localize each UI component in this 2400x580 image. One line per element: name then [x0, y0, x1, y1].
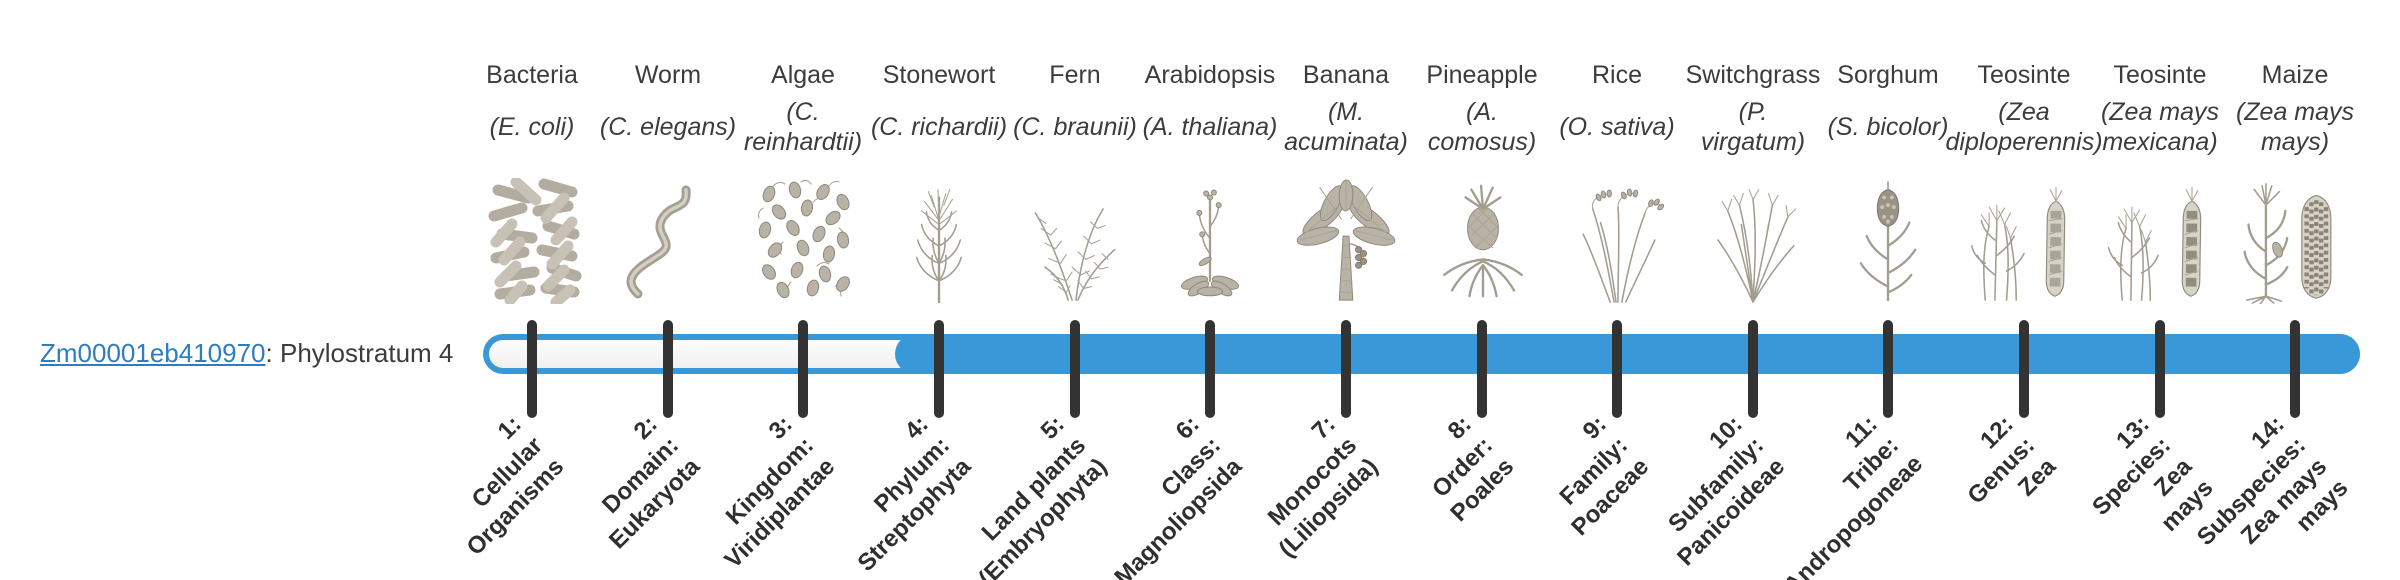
stratum-tick-6	[1205, 320, 1215, 418]
stratum-tick-4	[934, 320, 944, 418]
stratum-tick-1	[527, 320, 537, 418]
organism-illustration	[1964, 177, 2084, 304]
bacteria-icon	[488, 178, 582, 304]
organism-illustration	[1828, 177, 1948, 304]
organism-name: Algae	[771, 61, 835, 89]
organism-name: Fern	[1049, 61, 1101, 89]
organism-illustration	[879, 177, 999, 304]
organism-species: (C. braunii)	[1013, 113, 1137, 141]
organism-name: Sorghum	[1837, 61, 1939, 89]
organism-illustration	[1422, 177, 1542, 304]
organism-column: Switchgrass (P. virgatum)	[1678, 60, 1828, 160]
stratum-tick-10	[1748, 320, 1758, 418]
organism-illustration	[1693, 177, 1813, 304]
algae-icon	[757, 179, 850, 299]
organism-column: Pineapple (A. comosus)	[1407, 60, 1557, 160]
organism-species: (C. elegans)	[599, 113, 737, 141]
organism-column: Worm (C. elegans)	[593, 60, 743, 160]
organism-name: Switchgrass	[1685, 61, 1821, 89]
organism-illustration	[2100, 177, 2220, 304]
stratum-tick-3	[798, 320, 808, 418]
organism-species: (A. thaliana)	[1142, 113, 1278, 141]
organism-species: (E. coli)	[489, 113, 575, 141]
organism-column: Arabidopsis (A. thaliana)	[1135, 60, 1285, 160]
organism-column: Rice (O. sativa)	[1542, 60, 1692, 160]
organism-species: (S. bicolor)	[1827, 113, 1949, 141]
stratum-tick-8	[1477, 320, 1487, 418]
organism-column: Teosinte (Zea mays mexicana)	[2085, 60, 2235, 160]
arabidopsis-icon	[1180, 189, 1240, 297]
organism-illustration	[608, 177, 728, 304]
organism-species: (O. sativa)	[1559, 113, 1675, 141]
organism-species: (P. virgatum)	[1700, 98, 1806, 156]
banana-icon	[1296, 179, 1395, 301]
organism-column: Fern (C. braunii)	[1000, 60, 1150, 160]
organism-column: Teosinte (Zea diploperennis)	[1945, 60, 2103, 160]
organism-species: (M. acuminata)	[1284, 98, 1408, 156]
stratum-tick-12	[2019, 320, 2029, 418]
organism-name: Bacteria	[486, 61, 578, 89]
teosinte-mexicana-icon	[2107, 187, 2202, 301]
organism-illustration	[472, 177, 592, 304]
organism-name: Teosinte	[1977, 61, 2071, 89]
organism-column: Bacteria (E. coli)	[457, 60, 607, 160]
bar-filled-region	[895, 334, 2360, 374]
organism-name: Stonewort	[882, 61, 996, 89]
organism-name: Banana	[1302, 61, 1390, 89]
gene-link[interactable]: Zm00001eb410970	[40, 338, 266, 368]
sorghum-icon	[1859, 181, 1916, 302]
organism-name: Teosinte	[2113, 61, 2207, 89]
organism-species: (Zea diploperennis)	[1945, 98, 2103, 156]
organism-species: (A. comosus)	[1427, 98, 1537, 156]
organism-illustration	[2235, 177, 2355, 304]
gene-label: Zm00001eb410970: Phylostratum 4	[40, 338, 453, 369]
stonewort-icon	[915, 189, 963, 304]
organism-illustration	[1557, 177, 1677, 304]
organism-illustration	[1150, 177, 1270, 304]
stratum-tick-13	[2155, 320, 2165, 418]
organism-name: Rice	[1591, 61, 1642, 89]
organism-species: (Zea mays mays)	[2235, 98, 2355, 156]
organism-name: Pineapple	[1426, 61, 1538, 89]
worm-icon	[626, 185, 691, 299]
organism-name: Arabidopsis	[1144, 61, 1276, 89]
organism-species: (C. richardii)	[870, 113, 1008, 141]
stratum-tick-11	[1883, 320, 1893, 418]
organism-illustration	[1286, 177, 1406, 304]
switchgrass-icon	[1717, 189, 1797, 303]
stratum-tick-9	[1612, 320, 1622, 418]
organism-name: Worm	[634, 61, 702, 89]
organism-illustration	[743, 177, 863, 304]
stratum-tick-14	[2290, 320, 2300, 418]
rice-icon	[1581, 188, 1664, 303]
bar-unfilled-track	[489, 340, 929, 368]
organism-species: (Zea mays mexicana)	[2100, 98, 2220, 156]
stratum-tick-7	[1341, 320, 1351, 418]
stratum-tick-5	[1070, 320, 1080, 418]
organism-column: Banana (M. acuminata)	[1271, 60, 1421, 160]
organism-column: Maize (Zea mays mays)	[2220, 60, 2370, 160]
organism-name: Maize	[2261, 61, 2329, 89]
stratum-tick-2	[663, 320, 673, 418]
organism-illustration	[1015, 177, 1135, 304]
fern-icon	[1034, 208, 1116, 301]
maize-icon	[2243, 183, 2332, 304]
teosinte-diploperennis-icon	[1970, 187, 2066, 301]
organism-column: Sorghum (S. bicolor)	[1813, 60, 1963, 160]
organism-column: Stonewort (C. richardii)	[864, 60, 1014, 160]
organism-column: Algae (C. reinhardtii)	[728, 60, 878, 160]
pineapple-icon	[1442, 184, 1523, 298]
phylostratum-bar	[483, 334, 2360, 374]
organism-species: (C. reinhardtii)	[743, 98, 863, 156]
gene-phylostratum-text: : Phylostratum 4	[265, 338, 454, 368]
